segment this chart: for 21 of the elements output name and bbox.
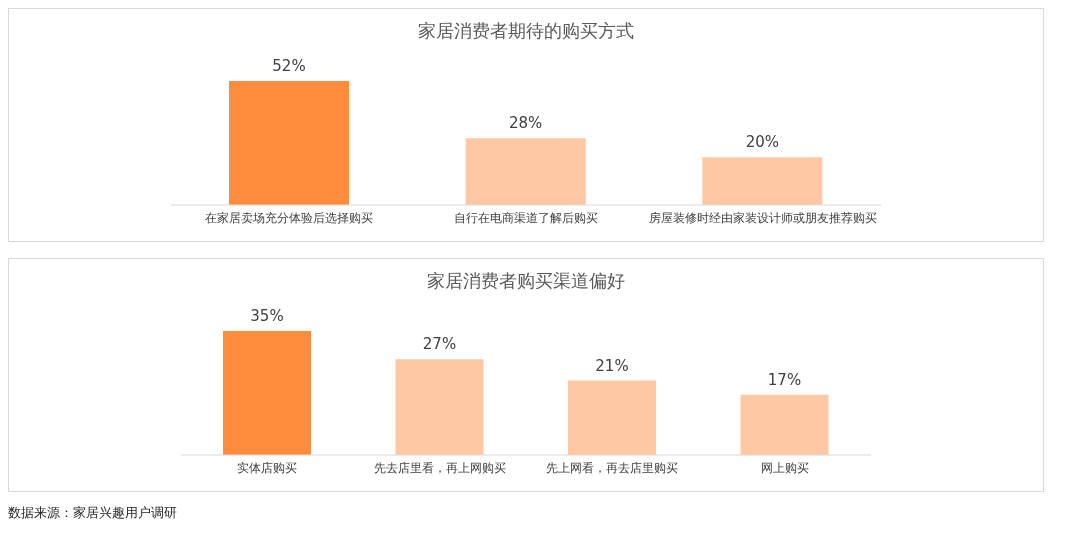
x-tick-label: 先上网看，再去店里购买 — [546, 460, 679, 475]
chart-title: 家居消费者期待的购买方式 — [417, 19, 635, 43]
chart-title: 家居消费者购买渠道偏好 — [426, 269, 626, 293]
bar — [223, 331, 311, 455]
data-label: 28% — [508, 114, 543, 133]
x-tick-label: 在家居卖场充分体验后选择购买 — [205, 210, 374, 225]
bar — [395, 359, 484, 455]
data-label: 20% — [745, 133, 780, 152]
data-label: 21% — [595, 356, 629, 375]
bar — [568, 380, 656, 455]
x-tick-label: 先去店里看，再上网购买 — [373, 460, 506, 475]
bar — [740, 394, 829, 455]
x-tick-label: 房屋装修时经由家装设计师或朋友推荐购买 — [648, 210, 877, 225]
data-label: 35% — [250, 307, 284, 325]
x-tick-label: 网上购买 — [760, 460, 809, 475]
data-label: 17% — [767, 370, 802, 389]
data-label: 52% — [272, 57, 306, 75]
source-note: 数据来源：家居兴趣用户调研 — [8, 504, 178, 522]
x-tick-label: 实体店购买 — [237, 460, 298, 475]
data-label: 27% — [422, 335, 457, 354]
x-tick-label: 自行在电商渠道了解后购买 — [454, 210, 598, 225]
